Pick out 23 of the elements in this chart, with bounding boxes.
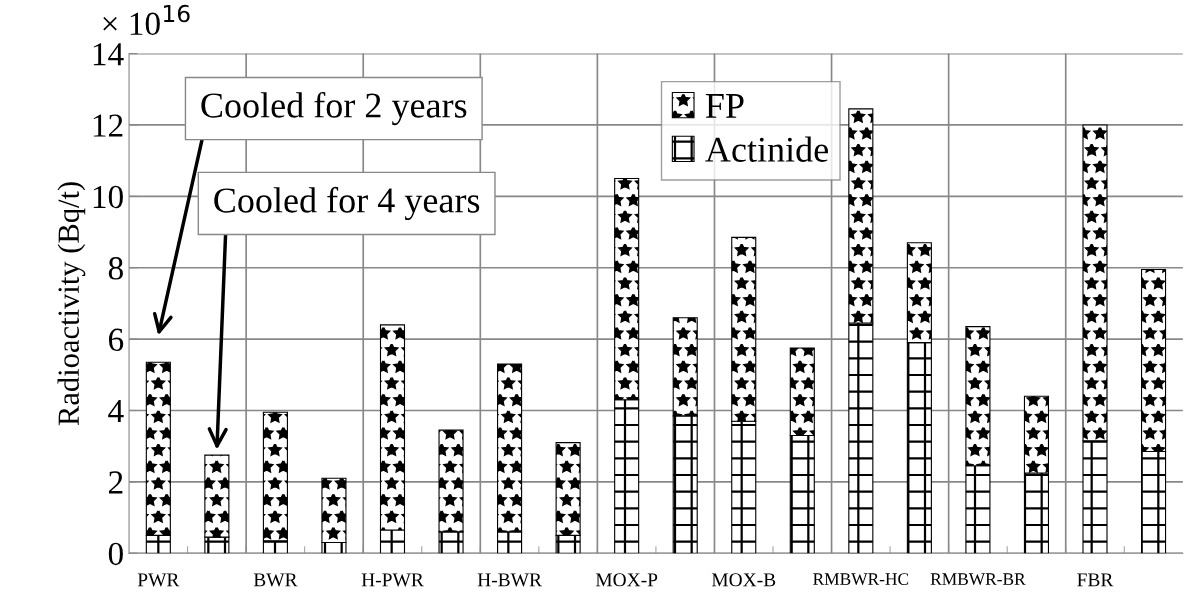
- x-tick-label: MOX-P: [595, 573, 658, 587]
- text: × 10$^{16}$: [103, 4, 190, 36]
- x-tick-label: MOX-B: [711, 573, 776, 587]
- y-tick-label: 2: [108, 471, 123, 494]
- y-tick-label: 6: [108, 328, 124, 351]
- annotation: Cooled for 2 years: [201, 91, 467, 126]
- y-tick-label: 14: [93, 43, 124, 66]
- x-tick-label: H-PWR: [361, 573, 424, 587]
- x-tick-label: BWR: [253, 573, 298, 587]
- y-tick-label: 4: [108, 400, 124, 423]
- x-tick-label: PWR: [137, 573, 180, 587]
- y-axis-title: Radioactivity (Bq/t): [57, 182, 86, 426]
- y-tick-label: 10: [93, 185, 123, 209]
- x-tick-label: RMBWR-BR: [930, 573, 1026, 585]
- legend-label: FP: [705, 94, 744, 118]
- x-tick-label: H-BWR: [477, 573, 542, 587]
- x-tick-label: FBR: [1077, 573, 1114, 587]
- y-tick-label: 0: [108, 542, 123, 566]
- annotation: Cooled for 4 years: [214, 186, 480, 221]
- y-tick-label: 12: [93, 114, 123, 137]
- y-tick-label: 8: [108, 257, 123, 280]
- x-tick-label: RMBWR-HC: [813, 573, 909, 585]
- legend-label: Actinide: [705, 136, 828, 162]
